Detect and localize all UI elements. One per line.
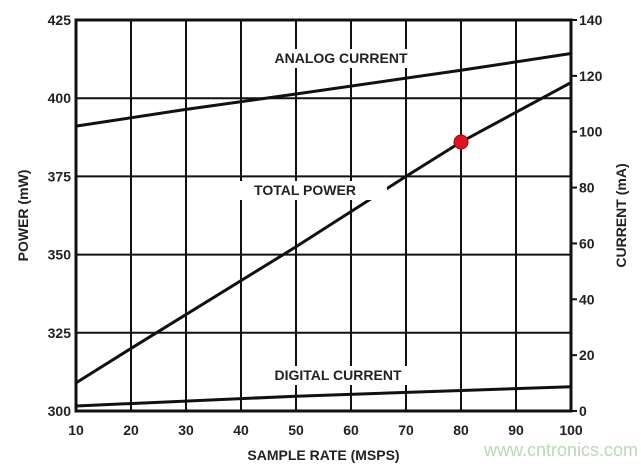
x-tick-label: 100 bbox=[559, 422, 583, 438]
x-tick-label: 80 bbox=[453, 422, 469, 438]
x-axis-label: SAMPLE RATE (MSPS) bbox=[247, 447, 399, 463]
series-line-digital-current bbox=[75, 385, 572, 408]
y2-tick-label: 40 bbox=[579, 291, 595, 307]
series-label-bg bbox=[259, 49, 423, 68]
series-label-bg bbox=[223, 181, 387, 200]
y2-tick-label: 20 bbox=[579, 347, 595, 363]
y-tick-label: 325 bbox=[48, 325, 72, 341]
y2-tick-label: 140 bbox=[579, 12, 603, 28]
x-tick-label: 30 bbox=[178, 422, 194, 438]
series-label: TOTAL POWER bbox=[254, 182, 356, 198]
x-tick-label: 50 bbox=[288, 422, 304, 438]
y-tick-label: 350 bbox=[48, 247, 72, 263]
x-tick-label: 70 bbox=[398, 422, 414, 438]
x-tick-label: 40 bbox=[233, 422, 249, 438]
x-tick-label: 90 bbox=[508, 422, 524, 438]
y2-tick-label: 120 bbox=[579, 68, 603, 84]
y-axis-label: POWER (mW) bbox=[15, 170, 31, 262]
series-line-analog-current bbox=[75, 52, 572, 128]
series-line-total-power bbox=[75, 81, 572, 385]
highlight-point bbox=[453, 134, 469, 150]
y2-axis-label: CURRENT (mA) bbox=[613, 163, 629, 267]
y-tick-label: 300 bbox=[48, 403, 72, 419]
plot-frame bbox=[74, 18, 573, 413]
x-tick-label: 20 bbox=[123, 422, 139, 438]
series-label: ANALOG CURRENT bbox=[275, 50, 408, 66]
series-label: DIGITAL CURRENT bbox=[274, 367, 401, 383]
x-tick-label: 10 bbox=[68, 422, 84, 438]
watermark: www.cntronics.com bbox=[484, 440, 639, 460]
y2-tick-label: 0 bbox=[579, 403, 587, 419]
y2-tick-label: 80 bbox=[579, 180, 595, 196]
y-tick-label: 375 bbox=[48, 168, 72, 184]
y-tick-label: 400 bbox=[48, 90, 72, 106]
y2-tick-label: 60 bbox=[579, 235, 595, 251]
x-tick-label: 60 bbox=[343, 422, 359, 438]
y2-tick-label: 100 bbox=[579, 124, 603, 140]
series-label-bg bbox=[256, 366, 420, 385]
y-tick-label: 425 bbox=[48, 12, 72, 28]
